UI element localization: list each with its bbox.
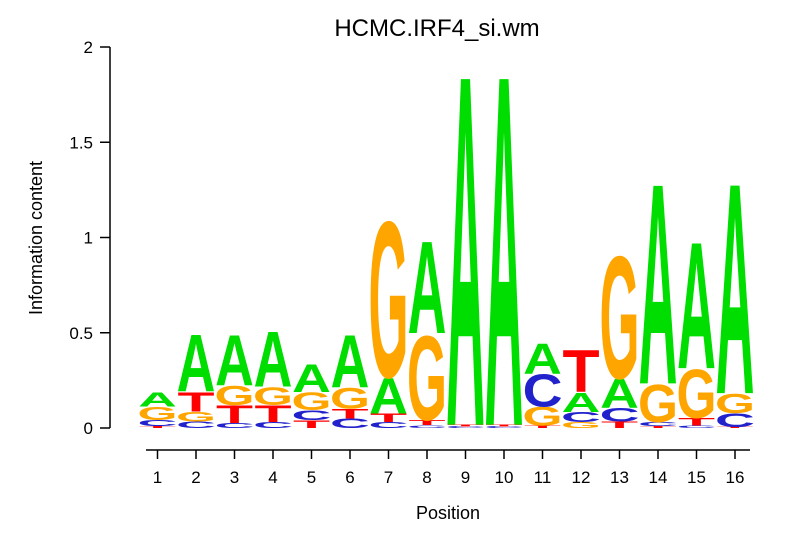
logo-letter-G-pos8: G [407,311,447,446]
logo-letter-T-pos2: T [177,386,214,417]
x-tick-label: 11 [534,468,552,487]
logo-letter-T-pos16: T [716,427,753,428]
y-axis-ticks: 0 0.5 1 1.5 2 [69,38,110,438]
logo-letter-T-pos13: T [601,420,638,430]
logo-letter-C-pos14: C [638,421,678,427]
x-tick-label: 15 [687,468,706,487]
logo-letter-A-pos14: A [639,123,678,444]
logo-letter-G-pos14: G [638,374,678,434]
x-tick-label: 2 [191,468,200,487]
logo-letter-A-pos12: A [562,387,601,418]
x-axis: 1 2 3 4 5 6 7 8 9 10 11 12 13 14 15 16 Position [146,449,750,523]
logo-letter-A-pos6: A [331,319,370,403]
y-axis-title: Information content [26,161,46,315]
logo-letter-C-pos16: C [715,410,755,431]
logo-letter-G-pos7: G [369,176,409,425]
logo-letter-T-pos9: T [447,424,484,427]
logo-letter-G-pos13: G [600,221,640,416]
logo-letter-G-pos16: G [715,388,755,419]
x-tick-label: 8 [422,468,431,487]
logo-letter-T-pos3: T [216,401,253,429]
logo-letter-C-pos2: C [176,420,216,430]
chart-title: HCMC.IRF4_si.wm [334,15,539,42]
logo-letter-C-pos11: C [523,365,563,417]
x-tick-label: 12 [572,468,591,487]
logo-letter-A-pos3: A [215,319,254,401]
x-tick-label: 1 [153,468,162,487]
logo-letter-C-pos15: C [677,425,717,428]
logo-letter-C-pos10: C [484,426,524,429]
logo-letter-G-pos12: G [561,421,601,430]
logo-letter-T-pos1: T [139,426,176,429]
x-tick-label: 5 [307,468,316,487]
logo-letter-C-pos5: C [292,408,332,423]
logo-letter-G-pos5: G [292,387,332,416]
x-tick-label: 4 [268,468,277,487]
logo-letter-A-pos2: A [177,317,216,409]
logo-letter-G-pos4: G [253,382,293,411]
logo-letter-A-pos1: A [138,388,177,411]
logo-letter-G-pos15: G [677,356,717,433]
logo-letter-G-pos3: G [215,380,255,411]
y-tick-label: 1.5 [69,133,93,152]
x-tick-label: 9 [461,468,470,487]
logo-letter-G-pos11: G [523,402,563,432]
logo-letter-C-pos6: C [330,416,370,431]
y-tick-label: 0.5 [69,324,93,343]
logo-letter-G-pos6: G [330,381,370,414]
logo-letter-T-pos7: T [370,411,407,424]
y-tick-label: 0 [84,419,93,438]
y-axis: 0 0.5 1 1.5 2 Information content [26,38,111,438]
logo-letter-T-pos6: T [331,406,368,421]
logo-letter-A-pos5: A [292,356,331,401]
logo-letter-A-pos8: A [408,215,447,362]
logo-letter-C-pos12: C [561,409,601,425]
x-tick-label: 16 [726,468,745,487]
logo-letter-C-pos9: C [446,426,486,429]
logo-letter-A-pos13: A [600,372,639,418]
logo-letter-C-pos8: C [407,425,447,429]
logo-letter-A-pos7: A [369,369,408,425]
logo-letter-A-pos4: A [254,317,293,405]
logo-letter-C-pos1: C [138,419,178,428]
x-tick-label: 3 [230,468,239,487]
logo-letter-T-pos14: T [639,426,676,429]
logo-letter-C-pos7: C [369,420,409,429]
y-tick-label: 1 [84,229,93,248]
y-tick-label: 2 [84,38,93,57]
logo-letter-T-pos10: T [485,424,522,427]
logo-letter-T-pos12: T [562,337,599,405]
logo-letter-T-pos5: T [293,418,331,430]
x-tick-label: 6 [345,468,354,487]
logo-letter-T-pos11: T [524,425,561,429]
logo-letter-G-pos2: G [176,409,216,425]
logo-letter-T-pos15: T [678,416,716,428]
logo-letter-C-pos3: C [215,422,255,430]
x-tick-label: 10 [495,468,514,487]
logo-letter-T-pos8: T [408,419,445,427]
x-tick-label: 13 [610,468,629,487]
logo-letter-C-pos13: C [600,405,640,426]
logo-letter-T-pos4: T [254,400,291,427]
logo-letter-C-pos4: C [253,421,293,430]
logo-letter-A-pos16: A [716,120,755,457]
x-axis-title: Position [416,503,480,523]
x-tick-label: 7 [384,468,393,487]
logo-letter-A-pos11: A [523,335,562,383]
logo-letter-A-pos15: A [677,205,716,407]
logo-letter-G-pos1: G [138,404,178,425]
logo-letter-A-pos10: A [485,0,524,531]
logo-letter-A-pos9: A [446,0,485,531]
x-tick-label: 14 [649,468,668,487]
x-axis-ticks: 1 2 3 4 5 6 7 8 9 10 11 12 13 14 15 16 [153,450,745,487]
